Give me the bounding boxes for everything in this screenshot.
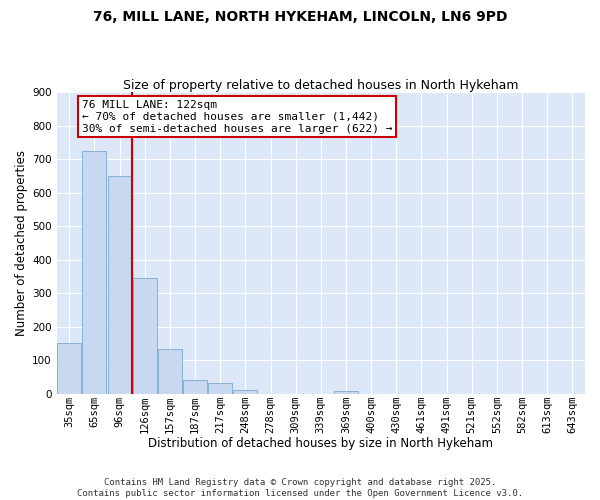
Bar xyxy=(233,390,257,394)
Bar xyxy=(133,278,157,394)
Bar xyxy=(208,383,232,394)
Text: Contains HM Land Registry data © Crown copyright and database right 2025.
Contai: Contains HM Land Registry data © Crown c… xyxy=(77,478,523,498)
Text: 76, MILL LANE, NORTH HYKEHAM, LINCOLN, LN6 9PD: 76, MILL LANE, NORTH HYKEHAM, LINCOLN, L… xyxy=(93,10,507,24)
Bar xyxy=(158,350,182,394)
Y-axis label: Number of detached properties: Number of detached properties xyxy=(15,150,28,336)
Bar xyxy=(107,176,131,394)
Bar xyxy=(334,390,358,394)
Text: 76 MILL LANE: 122sqm
← 70% of detached houses are smaller (1,442)
30% of semi-de: 76 MILL LANE: 122sqm ← 70% of detached h… xyxy=(82,100,392,134)
Title: Size of property relative to detached houses in North Hykeham: Size of property relative to detached ho… xyxy=(123,79,518,92)
Bar xyxy=(183,380,207,394)
Bar xyxy=(57,342,81,394)
X-axis label: Distribution of detached houses by size in North Hykeham: Distribution of detached houses by size … xyxy=(148,437,493,450)
Bar xyxy=(82,150,106,394)
